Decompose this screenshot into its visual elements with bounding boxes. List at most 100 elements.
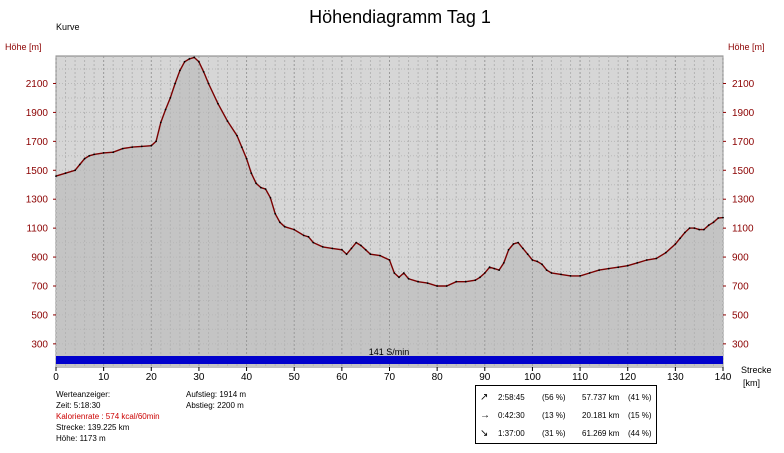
profile-point xyxy=(150,144,153,147)
y-tick-label-right: 300 xyxy=(732,339,749,350)
x-tick-label: 100 xyxy=(524,372,541,383)
value-calorie-rate: Kalorienrate : 574 kcal/60min xyxy=(56,412,160,421)
profile-point xyxy=(312,241,315,244)
profile-point xyxy=(183,60,186,63)
x-tick-label: 20 xyxy=(146,372,158,383)
profile-point xyxy=(703,228,705,231)
downhill-distance: 61.269 km xyxy=(582,429,620,438)
profile-point xyxy=(307,235,310,238)
value-display: Werteanzeiger: Zeit: 5:18:30 Kalorienrat… xyxy=(56,389,160,444)
profile-line-layer xyxy=(55,56,724,287)
profile-point xyxy=(517,241,519,244)
profile-point xyxy=(93,153,95,156)
profile-point xyxy=(479,276,481,279)
profile-point xyxy=(112,151,115,154)
y-ticks-right: 300 500 700 900 1100 1300 1500 1700 1900 2100 xyxy=(723,79,755,350)
profile-point xyxy=(407,277,410,280)
x-tick-label: 120 xyxy=(619,372,636,383)
arrow-down-right-icon: ↘ xyxy=(480,428,489,439)
y-tick-label-left: 700 xyxy=(31,281,48,292)
profile-point xyxy=(717,217,720,219)
y-tick-label-left: 1100 xyxy=(26,224,48,235)
profile-point xyxy=(198,60,200,63)
profile-point xyxy=(155,140,158,143)
profile-point xyxy=(712,221,715,224)
y-tick-label-right: 1700 xyxy=(732,137,755,148)
profile-point xyxy=(636,262,639,264)
profile-point xyxy=(302,234,305,237)
x-tick-label: 90 xyxy=(479,372,491,383)
profile-point xyxy=(260,186,262,189)
y-tick-label-right: 700 xyxy=(732,281,749,292)
profile-point xyxy=(445,285,448,287)
y-ticks-left: 300 500 700 900 1100 1300 1500 1700 1900 2100 xyxy=(26,79,56,350)
flat-time: 0:42:30 xyxy=(498,411,525,420)
profile-point xyxy=(345,253,348,256)
profile-point xyxy=(507,248,510,251)
x-tick-label: 50 xyxy=(289,372,301,383)
profile-point xyxy=(269,196,272,199)
profile-point xyxy=(417,280,419,283)
profile-point xyxy=(264,188,267,191)
value-time: Zeit: 5:18:30 xyxy=(56,401,101,410)
x-tick-label: 80 xyxy=(432,372,444,383)
profile-point xyxy=(464,280,467,283)
profile-point xyxy=(693,227,696,230)
y-tick-label-left: 1900 xyxy=(26,108,49,119)
profile-point xyxy=(531,259,534,261)
y-tick-label-left: 300 xyxy=(31,339,48,350)
profile-point xyxy=(626,264,629,267)
profile-point xyxy=(498,269,500,271)
profile-point xyxy=(188,58,191,60)
downhill-distance-pct: (44 %) xyxy=(628,429,652,438)
x-tick-label: 10 xyxy=(98,372,110,383)
profile-point xyxy=(350,247,353,250)
profile-point xyxy=(341,248,343,251)
x-axis-unit: [km] xyxy=(743,378,760,388)
profile-point xyxy=(245,157,248,160)
y-axis-label-right: Höhe [m] xyxy=(728,42,765,52)
profile-point xyxy=(698,228,701,231)
x-ticks: 0 10 20 30 40 50 60 70 80 90 100 110 120 130 140 xyxy=(53,367,732,383)
y-tick-label-left: 1500 xyxy=(26,166,49,177)
grid xyxy=(55,56,724,367)
uphill-time: 2:58:45 xyxy=(498,393,525,402)
ascent-descent: Aufstieg: 1914 m Abstieg: 2200 m xyxy=(186,389,246,411)
downhill-time-pct: (31 %) xyxy=(542,429,566,438)
flat-time-pct: (13 %) xyxy=(542,411,566,420)
x-tick-label: 140 xyxy=(715,372,732,383)
profile-point xyxy=(202,71,205,73)
profile-point xyxy=(402,272,405,274)
profile-point xyxy=(569,275,572,277)
profile-point xyxy=(159,121,162,124)
profile-point xyxy=(522,247,524,250)
profile-point xyxy=(164,108,167,111)
profile-point xyxy=(250,172,253,175)
profile-point xyxy=(707,224,710,227)
profile-point xyxy=(655,257,658,260)
y-axis-label-left: Höhe [m] xyxy=(5,42,42,52)
profile-point xyxy=(674,243,677,245)
y-tick-label-left: 2100 xyxy=(26,79,49,90)
profile-point xyxy=(398,276,400,279)
profile-point xyxy=(379,254,381,257)
profile-point xyxy=(236,134,238,137)
profile-point xyxy=(502,262,505,264)
y-tick-label-right: 1900 xyxy=(732,108,755,119)
profile-point xyxy=(598,269,600,271)
profile-point xyxy=(174,82,177,85)
profile-point xyxy=(550,272,553,274)
profile-point xyxy=(55,175,57,178)
arrow-right-icon: → xyxy=(480,410,490,421)
profile-point xyxy=(355,241,358,244)
profile-point xyxy=(64,172,67,175)
profile-point xyxy=(436,285,438,287)
profile-point xyxy=(488,266,491,269)
profile-point xyxy=(664,251,667,254)
profile-point xyxy=(283,225,286,228)
profile-point xyxy=(493,267,496,270)
profile-point xyxy=(360,244,362,247)
profile-point xyxy=(588,272,591,274)
profile-point xyxy=(131,146,134,149)
